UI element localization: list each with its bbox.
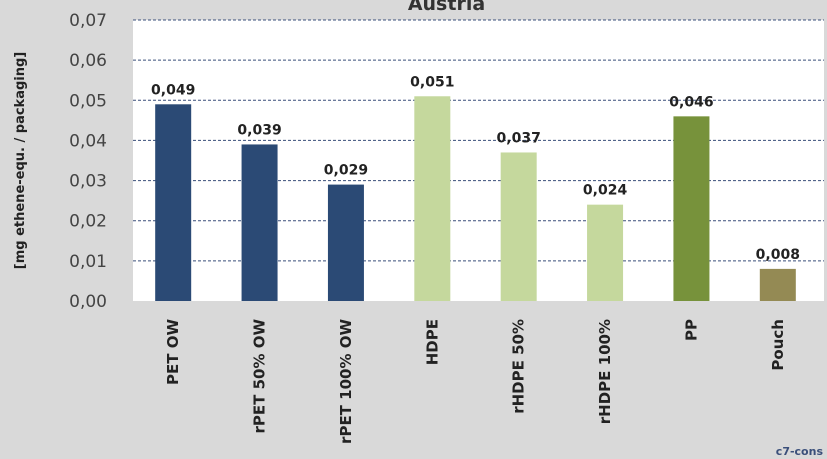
y-tick-label: 0,05 xyxy=(69,91,107,111)
category-label: rPET 100% OW xyxy=(337,319,355,444)
data-label: 0,024 xyxy=(583,183,628,199)
y-axis-label: [mg ethene-equ. / packaging] xyxy=(13,52,28,269)
category-labels: PET OW rPET 50% OW rPET 100% OW HDPE rHDPE 5… xyxy=(164,319,787,444)
data-label: 0,046 xyxy=(669,94,713,110)
y-tick-label: 0,07 xyxy=(69,11,107,31)
chart-title: Austria xyxy=(408,0,485,15)
category-label: PET OW xyxy=(164,319,182,385)
category-label: HDPE xyxy=(423,319,441,365)
y-tick-label: 0,03 xyxy=(69,172,107,192)
bars xyxy=(155,96,796,302)
category-label: rHDPE 50% xyxy=(510,319,528,414)
bar xyxy=(414,96,451,302)
bar xyxy=(500,152,537,301)
category-label: PP xyxy=(682,319,700,341)
y-tick-label: 0,00 xyxy=(69,292,107,312)
data-labels: 0,049 0,039 0,029 0,051 0,037 0,024 0,046 0,008 xyxy=(151,74,800,263)
data-label: 0,029 xyxy=(324,163,368,179)
y-tick-label: 0,02 xyxy=(69,212,107,232)
y-axis-ticks: 0,00 0,01 0,02 0,03 0,04 0,05 0,06 0,07 xyxy=(69,11,107,312)
y-tick-label: 0,01 xyxy=(69,252,107,272)
y-tick-label: 0,06 xyxy=(69,51,107,71)
data-label: 0,049 xyxy=(151,82,195,98)
data-label: 0,037 xyxy=(497,130,541,146)
bar xyxy=(327,184,364,301)
data-label: 0,051 xyxy=(410,74,454,90)
category-label: rHDPE 100% xyxy=(596,319,614,424)
y-tick-label: 0,04 xyxy=(69,131,107,151)
category-label: Pouch xyxy=(769,319,787,371)
data-label: 0,039 xyxy=(237,122,281,138)
category-label: rPET 50% OW xyxy=(251,319,269,434)
data-label: 0,008 xyxy=(756,247,800,263)
bar xyxy=(241,144,278,301)
plot-area xyxy=(133,20,824,301)
watermark-text: c7-cons xyxy=(776,445,824,458)
bar xyxy=(759,268,796,301)
bar xyxy=(673,116,710,301)
bar xyxy=(155,104,192,301)
bar xyxy=(587,204,624,301)
